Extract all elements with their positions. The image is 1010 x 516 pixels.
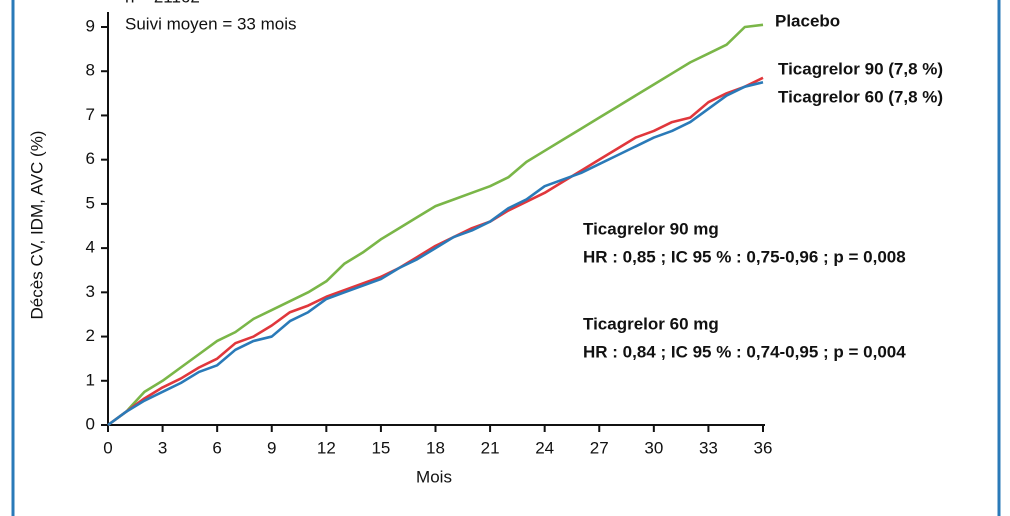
x-tick-label: 9 (267, 438, 276, 457)
x-tick-label: 15 (371, 438, 390, 457)
y-tick-label: 4 (86, 238, 95, 257)
series-line (107, 81, 764, 427)
series-line (107, 76, 764, 427)
y-tick-label: 0 (86, 414, 95, 433)
y-tick-label: 7 (86, 105, 95, 124)
legend-label: Ticagrelor 60 (7,8 %) (778, 87, 943, 106)
x-tick-label: 12 (317, 438, 336, 457)
x-tick-label: 27 (590, 438, 609, 457)
annotation: Suivi moyen = 33 mois (125, 14, 297, 33)
legend-label: Placebo (775, 11, 840, 30)
y-tick-label: 2 (86, 326, 95, 345)
y-axis-label: Décès CV, IDM, AVC (%) (27, 131, 46, 320)
annotation: Ticagrelor 60 mg (583, 314, 719, 333)
x-tick-label: 24 (535, 438, 554, 457)
y-tick-label: 3 (86, 282, 95, 301)
annotation: Ticagrelor 90 mg (583, 219, 719, 238)
x-tick-label: 18 (426, 438, 445, 457)
y-tick-label: 8 (86, 61, 95, 80)
x-tick-label: 33 (699, 438, 718, 457)
x-tick-label: 6 (212, 438, 221, 457)
x-tick-label: 21 (481, 438, 500, 457)
x-tick-label: 3 (158, 438, 167, 457)
x-tick-label: 36 (754, 438, 773, 457)
y-tick-label: 5 (86, 193, 95, 212)
x-axis-label: Mois (416, 467, 452, 486)
x-tick-label: 30 (644, 438, 663, 457)
annotation: n = 21162 (125, 0, 200, 6)
series-line (107, 23, 764, 427)
annotation: HR : 0,85 ; IC 95 % : 0,75-0,96 ; p = 0,… (583, 247, 906, 266)
annotation: HR : 0,84 ; IC 95 % : 0,74-0,95 ; p = 0,… (583, 342, 906, 361)
y-tick-label: 6 (86, 149, 95, 168)
y-tick-label: 1 (86, 370, 95, 389)
x-tick-label: 0 (103, 438, 112, 457)
legend-label: Ticagrelor 90 (7,8 %) (778, 59, 943, 78)
y-tick-label: 9 (86, 16, 95, 35)
